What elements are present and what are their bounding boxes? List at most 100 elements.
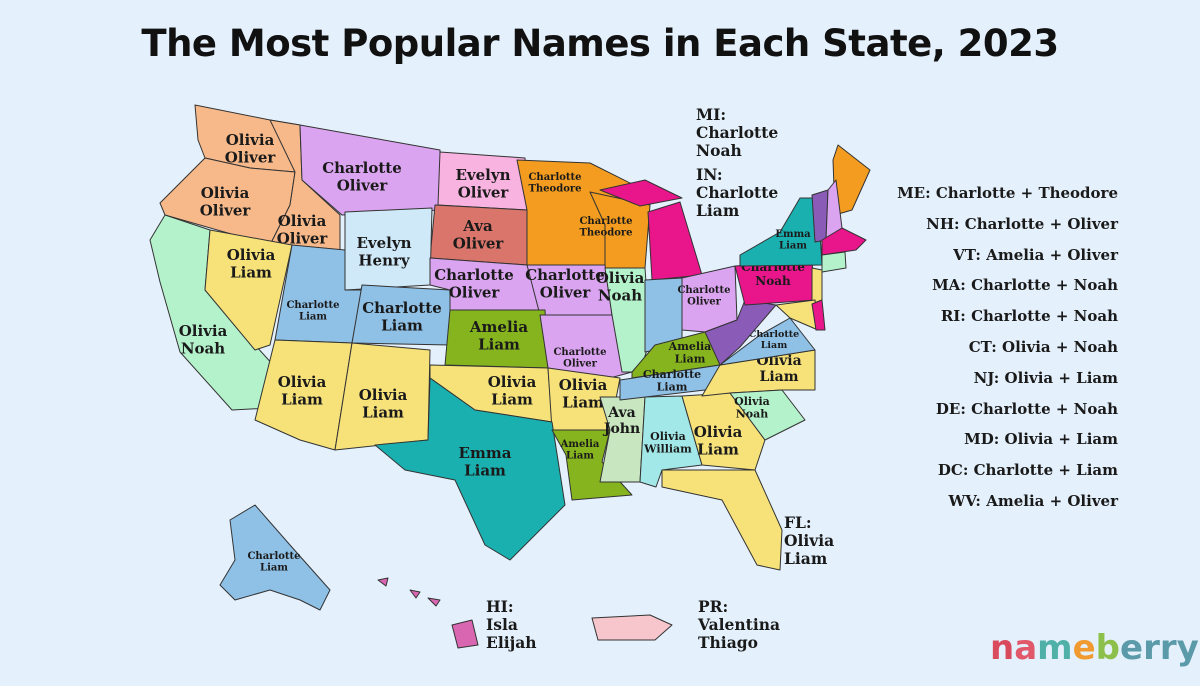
state-name-line: Charlotte (434, 266, 514, 284)
callout-in: IN: Charlotte Liam (696, 166, 778, 220)
state-shape (729, 389, 806, 441)
legend-item: MA: Charlotte + Noah (932, 276, 1118, 295)
state-pa: Charlotte Noah (734, 259, 816, 306)
callout-line: Liam (784, 549, 828, 568)
state-shape (661, 469, 783, 571)
state-name-line: Olivia (488, 373, 537, 391)
callout-fl: FL: Olivia Liam (784, 514, 834, 568)
logo-letter: e (1120, 628, 1144, 668)
state-ia: Charlotte Oliver (525, 264, 613, 316)
state-name-line: Charlotte (553, 347, 606, 358)
state-name-line: Liam (464, 461, 506, 479)
state-name-line: Liam (761, 340, 788, 351)
state-label: Olivia Liam (278, 373, 327, 408)
legend-item: VT: Amelia + Oliver (953, 245, 1118, 264)
state-shape (219, 504, 331, 611)
state-label: Charlotte Oliver (525, 266, 605, 301)
state-name-line: Charlotte (677, 285, 730, 296)
state-mi (599, 179, 703, 281)
state-name-line: Noah (736, 408, 769, 421)
state-name-line: Liam (362, 403, 404, 421)
state-name-line: Olivia (226, 131, 275, 149)
callout-line: Charlotte (696, 183, 779, 202)
state-nd: Evelyn Oliver (437, 151, 528, 211)
state-label: Olivia Noah (179, 322, 228, 357)
state-tx: Emma Liam (374, 377, 566, 561)
state-shape (377, 577, 389, 587)
logo-letter: r (1159, 628, 1177, 668)
state-mt: Charlotte Oliver (299, 124, 441, 216)
state-name-line: Charlotte (362, 299, 442, 317)
state-az: Olivia Liam (254, 339, 353, 451)
state-name-line: Olivia (559, 376, 608, 394)
state-label: Olivia Liam (359, 386, 408, 421)
state-label: Olivia William (643, 430, 692, 456)
state-name-line: Olivia (278, 212, 327, 230)
state-name-line: Olivia (734, 395, 770, 408)
state-shape (811, 189, 829, 243)
callout-line: IN: (696, 165, 723, 184)
callout-line: Valentina (698, 615, 781, 634)
state-name-line: Charlotte (322, 159, 402, 177)
state-pr (591, 614, 673, 641)
callout-line: MI: (696, 105, 727, 124)
state-label: Olivia Noah (596, 269, 645, 304)
state-name-line: Ava (607, 405, 636, 421)
state-name-line: Liam (697, 440, 739, 458)
state-name-line: Olivia (694, 423, 743, 441)
state-shape (451, 619, 479, 649)
state-name-line: Theodore (528, 184, 581, 195)
state-name-line: Liam (230, 263, 272, 281)
state-label: Olivia Liam (559, 376, 608, 411)
state-label: Charlotte Liam (247, 551, 300, 574)
state-shape (832, 144, 871, 216)
state-name-line: Oliver (449, 283, 501, 301)
state-name-line: Olivia (596, 269, 645, 287)
state-name-line: Olivia (179, 322, 228, 340)
state-label: Charlotte Liam (286, 300, 339, 323)
state-label: Charlotte Liam (362, 299, 442, 334)
state-name-line: Noah (755, 274, 791, 288)
state-label: Olivia Liam (694, 423, 743, 458)
state-name-line: Oliver (225, 148, 277, 166)
state-name-line: Liam (299, 312, 327, 323)
state-de (811, 299, 826, 331)
nameberry-logo: nameberry (990, 628, 1199, 668)
state-name-line: Liam (566, 451, 594, 462)
state-fl (661, 469, 783, 571)
state-shape (647, 201, 703, 281)
state-ct (821, 251, 847, 273)
state-hi (377, 577, 479, 649)
state-name-line: Olivia (650, 430, 686, 443)
state-ma (821, 227, 867, 256)
callout-line: PR: (698, 597, 729, 616)
state-shape (811, 267, 823, 305)
callout-hi: HI: Isla Elijah (486, 598, 537, 652)
state-nv: Olivia Liam (204, 229, 293, 351)
state-label: Emma Liam (459, 444, 512, 479)
state-wy: Evelyn Henry (344, 207, 433, 291)
state-name-line: Oliver (337, 176, 389, 194)
state-shape (591, 614, 673, 641)
state-name-line: Evelyn (455, 166, 510, 184)
state-label: Charlotte Theodore (528, 172, 581, 195)
state-name-line: Oliver (277, 229, 329, 247)
state-shape (821, 227, 867, 256)
state-il: Olivia Noah (596, 267, 651, 373)
state-label: Olivia Oliver (277, 212, 329, 247)
state-name-line: Oliver (687, 297, 721, 308)
state-name-line: Emma (775, 229, 811, 240)
state-name-line: Olivia (278, 373, 327, 391)
state-shape (409, 589, 421, 599)
logo-letter: b (1095, 628, 1121, 668)
state-name-line: Noah (181, 339, 225, 357)
state-name-line: Oliver (458, 183, 510, 201)
state-ca: Olivia Noah (149, 214, 286, 411)
callout-line: Isla (486, 615, 518, 634)
state-shape (427, 597, 441, 607)
state-name-line: Charlotte (528, 172, 581, 183)
state-name-line: Evelyn (356, 234, 411, 252)
state-label: Olivia Oliver (225, 131, 277, 166)
state-name-line: Liam (478, 335, 520, 353)
state-name-line: Olivia (227, 246, 276, 264)
